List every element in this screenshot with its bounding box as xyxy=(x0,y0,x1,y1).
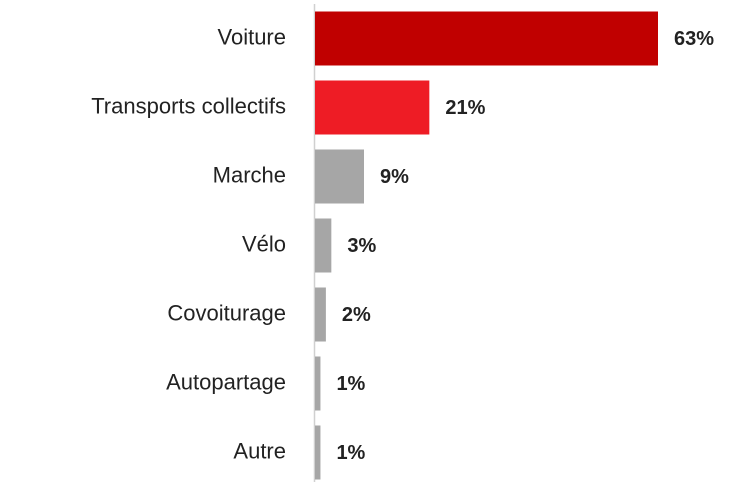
category-label: Autopartage xyxy=(166,369,286,394)
category-label: Autre xyxy=(233,438,286,463)
data-label: 63% xyxy=(674,28,714,50)
category-label: Marche xyxy=(213,162,286,187)
bar xyxy=(315,149,364,204)
data-label: 21% xyxy=(445,97,485,119)
data-label: 1% xyxy=(336,373,365,395)
category-label: Covoiturage xyxy=(167,300,286,325)
data-label: 3% xyxy=(347,235,376,257)
bar xyxy=(315,287,326,342)
bar xyxy=(315,218,332,273)
bar xyxy=(315,11,658,66)
category-label: Vélo xyxy=(242,231,286,256)
bar xyxy=(315,356,321,411)
data-label: 2% xyxy=(342,304,371,326)
data-label: 1% xyxy=(336,442,365,464)
bar xyxy=(315,425,321,480)
category-label: Transports collectifs xyxy=(91,93,286,118)
category-label: Voiture xyxy=(218,24,287,49)
data-label: 9% xyxy=(380,166,409,188)
bar xyxy=(315,80,430,135)
